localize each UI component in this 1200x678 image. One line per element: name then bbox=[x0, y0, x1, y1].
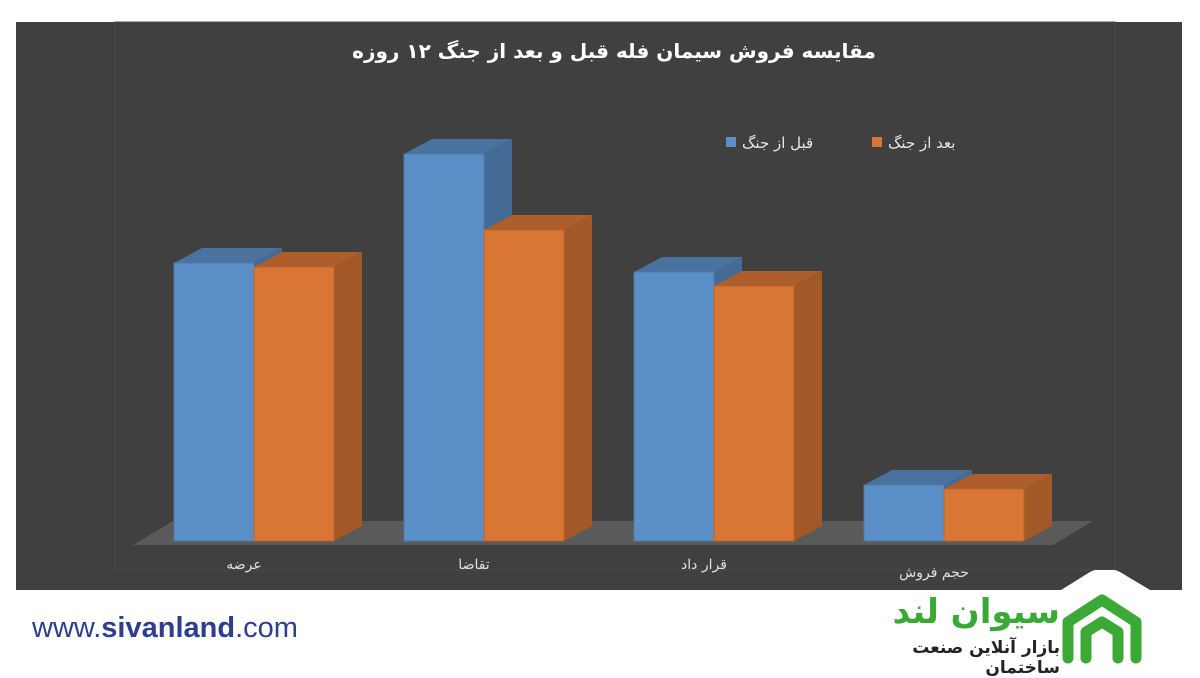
chart-title: مقایسه فروش سیمان فله قبل و بعد از جنگ ۱… bbox=[352, 39, 876, 63]
legend-swatch bbox=[872, 137, 882, 147]
bar-1-0 bbox=[253, 252, 362, 542]
bar-1-1 bbox=[483, 215, 592, 542]
sivanland-logo: سیوان لند بازار آنلاین صنعت ساختمان bbox=[840, 570, 1190, 678]
bar-side bbox=[1024, 474, 1052, 541]
legend-label: بعد از جنگ bbox=[888, 134, 955, 152]
bar-front bbox=[633, 271, 715, 542]
bar-top bbox=[484, 215, 592, 230]
website-url[interactable]: www.sivanland.com bbox=[32, 612, 298, 644]
chart-floor bbox=[133, 521, 1093, 545]
bar-top bbox=[404, 139, 512, 154]
house-logo-icon bbox=[1030, 570, 1190, 670]
bar-1-2 bbox=[713, 271, 822, 542]
bar-front bbox=[863, 484, 945, 542]
bar-top bbox=[864, 470, 972, 485]
bar-side bbox=[564, 215, 592, 541]
bar-chart: مقایسه فروش سیمان فله قبل و بعد از جنگ ۱… bbox=[16, 21, 1182, 590]
bar-front bbox=[483, 229, 565, 542]
x-tick-label: عرضه bbox=[226, 557, 261, 573]
bar-1-3 bbox=[943, 474, 1052, 542]
bar-front bbox=[403, 153, 485, 542]
x-tick-label: تقاضا bbox=[458, 557, 490, 573]
bar-top bbox=[174, 248, 282, 263]
bar-side bbox=[794, 271, 822, 541]
logo-subtitle: بازار آنلاین صنعت ساختمان bbox=[912, 638, 1060, 678]
bar-front bbox=[253, 266, 335, 542]
bar-top bbox=[254, 252, 362, 267]
x-tick-label: قرار داد bbox=[681, 557, 727, 573]
logo-title: سیوان لند bbox=[892, 592, 1060, 632]
x-tick-label: حجم فروش bbox=[899, 565, 969, 581]
bar-top bbox=[634, 257, 742, 272]
legend-swatch bbox=[726, 137, 736, 147]
bar-front bbox=[713, 285, 795, 542]
plot-area-border bbox=[114, 21, 1116, 571]
bar-front bbox=[943, 488, 1025, 542]
legend-label: قبل از جنگ bbox=[742, 134, 813, 152]
bar-top bbox=[714, 271, 822, 286]
bar-side bbox=[334, 252, 362, 541]
bar-front bbox=[173, 262, 255, 542]
bar-top bbox=[944, 474, 1052, 489]
